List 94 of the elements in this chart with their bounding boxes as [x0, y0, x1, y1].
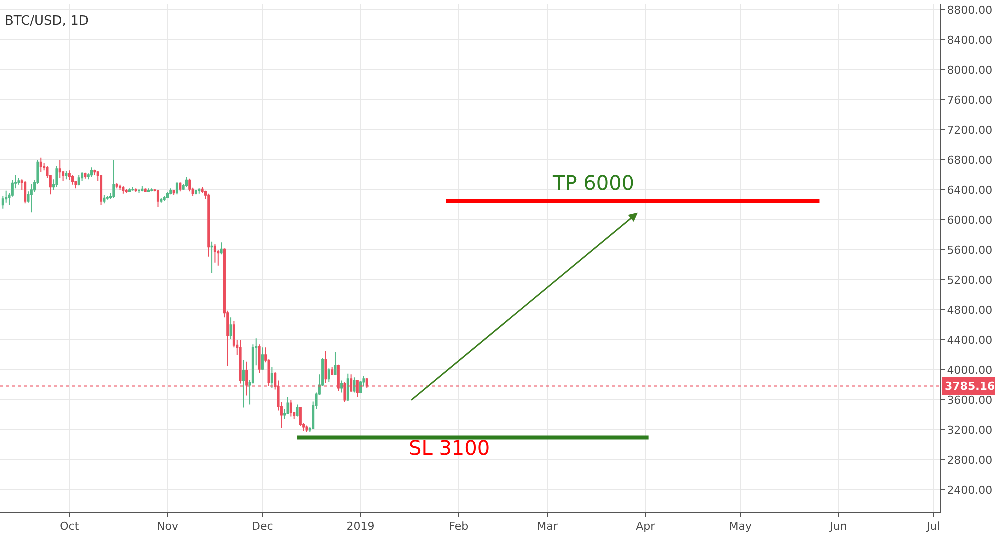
y-tick-label: 8000.00 [947, 64, 993, 77]
candlestick [65, 170, 68, 180]
y-tick-label: 8800.00 [947, 4, 993, 17]
x-tick-label: May [729, 520, 752, 534]
x-tick-label: Apr [636, 520, 656, 534]
candlestick [106, 196, 109, 200]
x-tick-label: Jul [926, 520, 940, 534]
candlestick [103, 194, 106, 204]
ref-line-label: 3785.16 [945, 380, 995, 393]
y-tick-label: 5200.00 [947, 274, 993, 287]
candlestick [134, 188, 138, 193]
candlestick [185, 176, 188, 188]
candlestick [118, 184, 122, 191]
candlestick [141, 186, 144, 192]
candlestick [346, 373, 350, 402]
x-tick-label: Nov [157, 520, 179, 534]
candlestick [116, 182, 118, 190]
y-tick-label: 4400.00 [947, 334, 993, 348]
x-tick-label: Mar [537, 520, 558, 534]
candlestick [306, 425, 308, 433]
candlestick [30, 184, 33, 214]
candlestick [78, 174, 80, 186]
candlestick [208, 193, 210, 258]
candlestick [100, 174, 103, 206]
candlestick [194, 190, 198, 194]
annotation: SL 3100 [409, 436, 490, 460]
candlestick [290, 400, 292, 418]
candlestick [122, 186, 125, 194]
candlestick [24, 180, 27, 204]
y-tick-label: 7600.00 [947, 94, 993, 107]
candlestick [258, 344, 261, 374]
candlestick [334, 352, 337, 376]
candlestick [18, 178, 20, 186]
candlestick [166, 192, 170, 199]
x-tick-label: Dec [252, 520, 274, 534]
candlestick [239, 340, 242, 384]
y-tick-label: 3200.00 [947, 424, 993, 438]
y-tick-label: 4000.00 [947, 364, 993, 378]
candlestick [138, 188, 141, 194]
candlestick [147, 188, 150, 193]
candlestick [340, 380, 344, 394]
candlestick [220, 242, 223, 256]
candlestick [160, 198, 163, 204]
y-tick-label: 6800.00 [947, 154, 993, 167]
x-tick-label: Feb [449, 520, 469, 534]
candlestick [72, 174, 74, 186]
candlestick [188, 178, 192, 192]
candlestick [68, 170, 71, 181]
x-tick-label: Oct [60, 520, 80, 534]
candlestick [90, 167, 94, 178]
candlestick [128, 188, 132, 193]
candlestick [324, 350, 328, 384]
y-tick-label: 4800.00 [947, 304, 993, 317]
candlestick [112, 160, 116, 199]
candlestick [172, 190, 176, 196]
y-tick-label: 6000.00 [947, 214, 993, 227]
candlestick [242, 360, 245, 408]
annotation: TP 6000 [552, 171, 635, 195]
candlestick [331, 366, 334, 376]
candlestick [58, 160, 62, 179]
y-tick-label: 7200.00 [947, 124, 993, 137]
candlestick [125, 188, 128, 194]
y-tick-label: 6400.00 [947, 184, 993, 197]
candlestick [286, 396, 290, 415]
candlestick [132, 186, 134, 192]
candlestick [328, 368, 330, 383]
y-tick-label: 2800.00 [947, 454, 993, 468]
candlestick [198, 188, 201, 194]
candlestick [40, 157, 42, 173]
candlestick [163, 196, 166, 202]
candlestick [353, 377, 356, 394]
candlestick [144, 188, 147, 193]
candlestick [81, 172, 84, 182]
x-tick-label: 2019 [346, 520, 375, 534]
candlestick [84, 173, 87, 180]
candlestick [299, 406, 302, 427]
candlestick [296, 404, 299, 418]
candlestick [214, 244, 216, 264]
candlestick [56, 166, 58, 188]
y-tick-label: 3600.00 [947, 394, 993, 408]
x-tick-label: Jun [829, 520, 848, 534]
candlestick [150, 188, 154, 192]
candlestick [179, 182, 182, 192]
candlestick [230, 317, 232, 340]
y-tick-label: 8400.00 [947, 34, 993, 47]
candlestick [156, 190, 160, 208]
candlestick [170, 188, 172, 194]
y-tick-label: 5600.00 [947, 244, 993, 257]
candlestick [176, 182, 179, 196]
y-tick-label: 2400.00 [947, 484, 993, 498]
candlestick [261, 347, 264, 371]
candlestick [270, 366, 274, 389]
candlestick [210, 241, 214, 274]
text: BTC/USD, 1D [4, 14, 89, 30]
